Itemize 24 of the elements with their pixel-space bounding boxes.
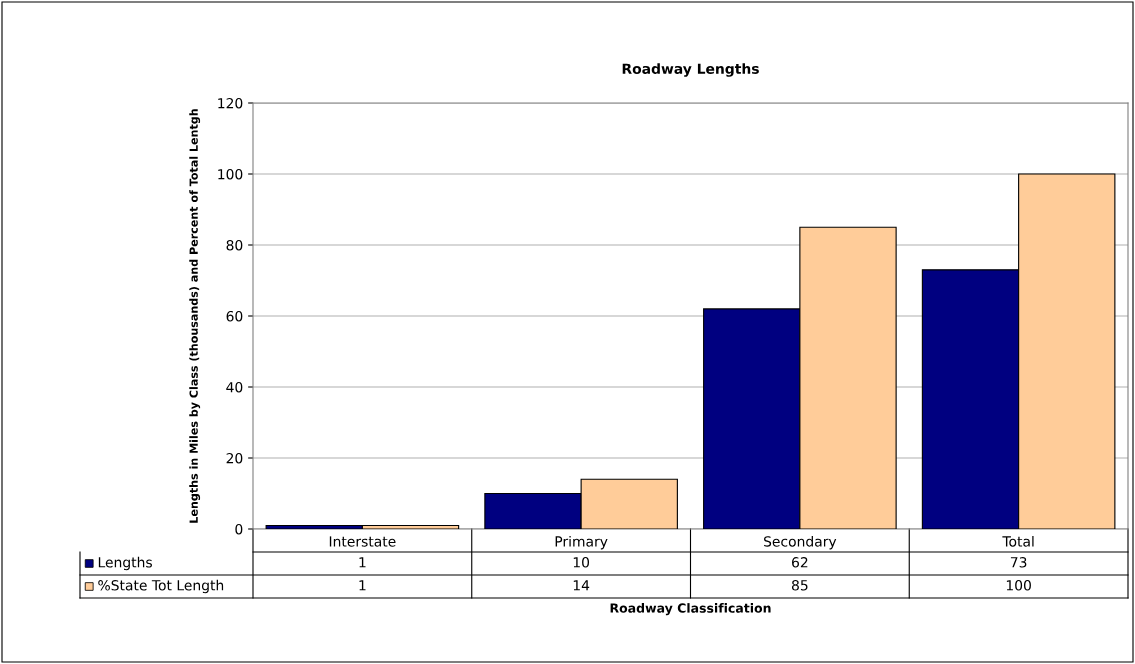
x-tick-label: Total: [1002, 535, 1034, 547]
data-label: 85: [791, 580, 808, 591]
y-tick-label: 80: [226, 239, 243, 251]
x-axis-title: Roadway Classification: [610, 603, 771, 616]
chart-title: Roadway Lengths: [622, 63, 759, 77]
y-tick-label: 100: [218, 168, 243, 180]
x-tick-label: Primary: [555, 535, 608, 550]
y-tick-label: 60: [226, 310, 243, 322]
data-label: 10: [573, 557, 590, 568]
y-axis-title: Lengths in Miles by Class (thousands) and Percent of Total Lentgh: [189, 109, 201, 523]
data-label: 1: [359, 580, 366, 591]
y-tick-label: 20: [226, 452, 243, 464]
legend-label: Lengths: [98, 556, 152, 571]
data-label: 14: [573, 580, 590, 591]
y-tick-label: 40: [226, 381, 243, 393]
data-label: 62: [792, 557, 808, 568]
legend-label: %State Tot Length: [98, 579, 224, 594]
y-tick-label: 0: [235, 523, 243, 535]
data-label: 1: [359, 557, 366, 568]
data-label: 73: [1010, 557, 1027, 568]
x-tick-label: Secondary: [764, 535, 837, 550]
data-label: 100: [1006, 580, 1031, 591]
x-tick-label: Interstate: [329, 536, 396, 547]
y-tick-label: 120: [218, 97, 243, 109]
